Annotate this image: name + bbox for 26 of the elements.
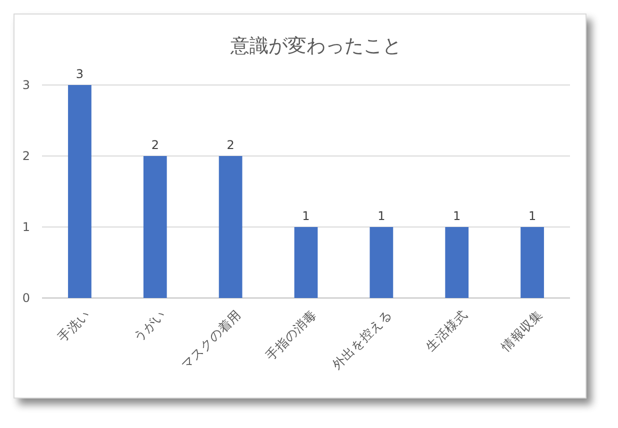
x-tick-label: 生活様式: [422, 306, 470, 354]
data-label: 1: [378, 209, 386, 223]
bar: [520, 227, 544, 298]
data-label: 1: [453, 209, 461, 223]
bar: [370, 227, 394, 298]
x-tick-label: 手指の消毒: [262, 306, 320, 364]
x-tick-label: うがい: [130, 306, 168, 345]
bar: [294, 227, 318, 298]
data-label: 1: [302, 209, 310, 223]
bar: [68, 85, 92, 298]
y-tick-label: 2: [22, 149, 30, 164]
bar: [445, 227, 469, 298]
y-tick-label: 0: [22, 291, 30, 306]
chart-title: 意識が変わったこと: [230, 35, 402, 57]
bar: [218, 156, 242, 298]
data-label: 2: [226, 138, 234, 152]
data-label: 2: [151, 138, 159, 152]
y-tick-label: 1: [22, 220, 30, 234]
data-label: 1: [528, 209, 536, 223]
x-tick-label: 外出を控える: [328, 306, 395, 372]
y-tick-label: 3: [22, 78, 30, 92]
x-tick-label: 情報収集: [497, 306, 546, 355]
x-tick-label: マスクの着用: [178, 306, 244, 372]
x-tick-label: 手洗い: [54, 306, 93, 345]
bar: [143, 156, 167, 298]
data-label: 3: [76, 67, 84, 81]
